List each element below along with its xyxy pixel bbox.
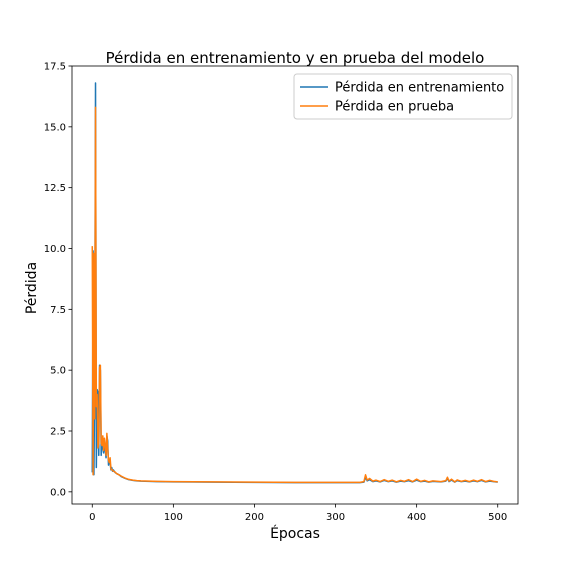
plot-area-frame xyxy=(71,65,519,505)
legend-box xyxy=(293,73,513,120)
y-axis: 0.0 2.5 5.0 7.5 10.0 12.5 15.0 17.5 xyxy=(44,62,72,498)
y-tick-label: 2.5 xyxy=(50,427,66,438)
legend-label: Pérdida en prueba xyxy=(335,100,454,115)
y-tick-label: 15.0 xyxy=(44,122,66,133)
x-axis-label: Épocas xyxy=(270,525,320,542)
y-tick-label: 10.0 xyxy=(44,244,66,255)
x-tick-label: 100 xyxy=(164,512,183,523)
x-tick-label: 200 xyxy=(245,512,264,523)
chart-title: Pérdida en entrenamiento y en prueba del… xyxy=(106,49,485,67)
x-tick-label: 300 xyxy=(326,512,345,523)
y-tick-label: 0.0 xyxy=(50,487,66,498)
series-line-2 xyxy=(91,106,498,484)
y-tick-label: 7.5 xyxy=(50,305,66,316)
y-tick-label: 17.5 xyxy=(44,62,66,73)
x-tick-label: 500 xyxy=(488,512,507,523)
y-tick-label: 5.0 xyxy=(50,366,66,377)
x-tick-label: 400 xyxy=(407,512,426,523)
legend: Pérdida en entrenamiento Pérdida en prueb… xyxy=(293,73,513,120)
legend-label: Pérdida en entrenamiento xyxy=(335,81,504,96)
y-axis-label: Pérdida xyxy=(24,262,40,314)
x-axis: 0 100 200 300 400 500 xyxy=(89,504,507,523)
y-tick-label: 12.5 xyxy=(44,183,66,194)
x-tick-label: 0 xyxy=(89,512,95,523)
